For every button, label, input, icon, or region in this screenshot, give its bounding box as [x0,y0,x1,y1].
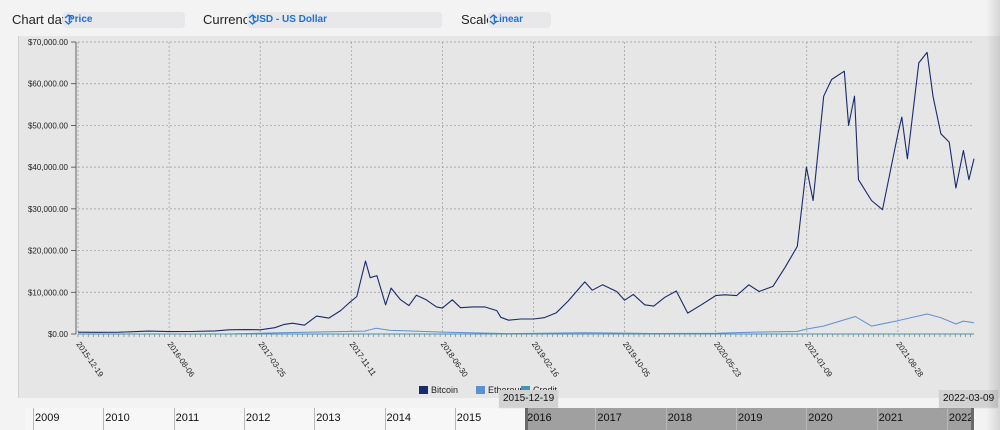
y-tick-label: $50,000.00 [28,121,69,130]
navigator-year-tick [806,408,808,430]
navigator-year-label: 2016 [527,412,552,424]
y-tick-label: $10,000.00 [28,288,69,297]
y-tick-label: $40,000.00 [28,163,69,172]
x-tick-label: 2017-11-11 [348,340,378,378]
x-tick-label: 2017-03-25 [257,340,288,379]
currency-select[interactable]: USD - US Dollar [247,12,442,28]
selected-range-shade [527,408,973,430]
currency-value: USD - US Dollar [252,14,328,25]
navigator-year-tick [665,408,667,430]
range-end-handle[interactable] [971,408,974,430]
navigator-year-label: 2009 [35,412,60,424]
updown-chevron-icon [248,14,257,25]
scale-label: Scale [461,12,494,27]
chart-data-label: Chart data [12,12,73,27]
currency-label: Currency [203,12,256,27]
range-end-label: 2022-03-09 [939,390,999,407]
navigator-year-label: 2018 [667,412,693,424]
navigator-year-label: 2015 [456,412,482,424]
series-line-bitcoin [77,51,975,333]
legend-label-bitcoin: Bitcoin [431,385,458,395]
updown-chevron-icon [489,14,498,25]
navigator-year-label: 2019 [738,412,763,424]
x-tick-label: 2020-05-23 [712,340,743,379]
price-chart: $0.00 $10,000.00 $20,000.00 $30,000.00 $40,0… [28,38,975,395]
series-line-ethereum [78,313,975,335]
chart-area[interactable] [18,36,1000,398]
x-tick-label: 2015-12-19 [74,340,105,379]
updown-chevron-icon [64,14,73,25]
x-tick-label: 2021-01-09 [803,340,834,379]
navigator-year-tick [876,408,878,430]
navigator-year-tick [103,408,105,430]
range-start-label: 2015-12-19 [499,390,559,407]
navigator-year-label: 2021 [878,412,904,424]
navigator-year-tick [243,408,245,430]
navigator-year-tick [33,408,34,430]
scale-value: Linear [493,14,524,25]
navigator-year-label: 2022 [948,412,974,424]
x-tick-label: 2019-02-16 [530,340,561,379]
range-start-handle[interactable] [525,408,528,430]
navigator-year-tick [314,408,316,430]
navigator-year-label: 2014 [386,412,411,424]
legend-swatch-ethereum [476,386,485,394]
navigator-year-label: 2012 [245,412,271,424]
y-tick-label: $30,000.00 [28,205,69,214]
chart-controls: Chart data Price Currency USD - US Dolla… [0,0,1000,36]
navigator-year-tick [384,408,386,430]
navigator-year-label: 2013 [316,412,341,424]
chart-data-value: Price [68,14,93,25]
legend-swatch-bitcoin [419,386,428,394]
y-tick-label: $20,000.00 [28,247,69,256]
x-tick-label: 2018-06-30 [439,340,470,379]
scale-select[interactable]: Linear [488,12,551,28]
y-tick-label: $60,000.00 [28,80,69,89]
navigator-year-tick [946,408,948,430]
navigator-year-label: 2011 [175,412,200,424]
window-edge-shadow [986,0,1000,430]
navigator-year-label: 2020 [808,412,833,424]
x-tick-label: 2019-10-05 [621,340,652,379]
x-tick-label: 2016-08-06 [165,340,196,379]
y-tick-label: $0.00 [48,330,69,339]
timeline-navigator[interactable]: 2009 2010 2011 2012 2013 2014 2015 2016 2017 2018… [25,408,975,430]
navigator-year-label: 2017 [597,412,622,424]
x-tick-label: 2021-08-28 [894,340,925,379]
navigator-year-label: 2010 [105,412,130,424]
navigator-year-tick [454,408,456,430]
navigator-year-tick [595,408,597,430]
navigator-year-tick [173,408,175,430]
chart-data-select[interactable]: Price [63,12,185,28]
y-tick-label: $70,000.00 [28,38,69,47]
navigator-year-tick [736,408,737,430]
